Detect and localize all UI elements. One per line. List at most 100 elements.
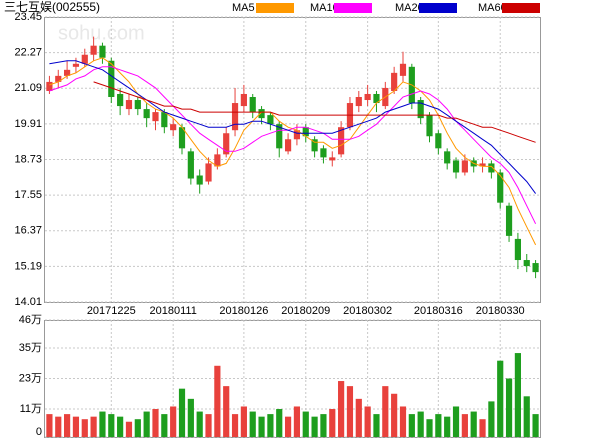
volume-bar bbox=[108, 414, 115, 437]
volume-bar bbox=[170, 406, 177, 437]
legend-label: MA20 bbox=[395, 2, 424, 14]
candle-body bbox=[240, 93, 247, 107]
candle-body bbox=[64, 69, 71, 76]
candle-body bbox=[81, 54, 88, 64]
volume-bar bbox=[72, 416, 80, 437]
x-tick-label: 20180302 bbox=[343, 305, 392, 317]
candle-body bbox=[523, 260, 530, 267]
volume-bar bbox=[329, 409, 336, 437]
candle-body bbox=[426, 115, 433, 137]
candle-body bbox=[90, 45, 97, 55]
candle-body bbox=[276, 124, 283, 149]
candle-body bbox=[161, 112, 168, 128]
y-tick-label: 16.37 bbox=[14, 225, 42, 237]
volume-bar bbox=[55, 416, 62, 437]
candle-body bbox=[46, 81, 53, 91]
volume-bar bbox=[426, 419, 433, 437]
volume-bar bbox=[470, 411, 477, 437]
y-tick-label: 18.73 bbox=[14, 153, 42, 165]
volume-bar bbox=[46, 414, 53, 437]
candle-body bbox=[488, 163, 495, 173]
volume-bar bbox=[488, 401, 495, 437]
x-tick-label: 20180126 bbox=[219, 305, 268, 317]
volume-bar bbox=[514, 353, 521, 437]
legend-label: MA5 bbox=[232, 2, 255, 14]
volume-bar bbox=[284, 416, 292, 437]
legend-swatch bbox=[256, 3, 294, 13]
candle-body bbox=[364, 93, 371, 101]
volume-bar bbox=[461, 414, 468, 437]
volume-tick-label: 0 bbox=[36, 426, 42, 438]
candle-body bbox=[284, 139, 292, 152]
volume-tick-label: 46万 bbox=[19, 314, 42, 326]
candle-body bbox=[293, 130, 301, 140]
candle-body bbox=[117, 93, 124, 107]
volume-bar bbox=[81, 419, 88, 437]
volume-bar bbox=[205, 414, 212, 437]
y-tick-label: 14.01 bbox=[14, 296, 42, 308]
y-tick-label: 21.09 bbox=[14, 82, 42, 94]
volume-tick-label: 23万 bbox=[19, 372, 42, 384]
volume-bar bbox=[117, 416, 124, 437]
candle-body bbox=[108, 60, 115, 98]
volume-bar bbox=[161, 414, 168, 437]
volume-bar bbox=[391, 393, 398, 437]
volume-bar bbox=[196, 411, 203, 437]
x-tick-label: 20180209 bbox=[281, 305, 330, 317]
ma-line bbox=[49, 57, 537, 246]
candle-body bbox=[231, 103, 239, 131]
volume-bar bbox=[240, 406, 247, 437]
candle-body bbox=[134, 100, 141, 110]
volume-frame bbox=[44, 320, 541, 438]
candle-body bbox=[514, 238, 521, 261]
candle-body bbox=[444, 151, 451, 164]
candle-body bbox=[170, 124, 177, 131]
y-tick-label: 15.19 bbox=[14, 260, 42, 272]
chart-title: 三七互娱(002555) bbox=[4, 0, 100, 14]
volume-bar bbox=[90, 416, 97, 437]
candle-body bbox=[311, 139, 318, 152]
volume-tick-label: 11万 bbox=[20, 403, 42, 415]
candle-body bbox=[249, 97, 256, 113]
candle-body bbox=[479, 163, 486, 167]
volume-bar bbox=[152, 409, 159, 437]
candle-body bbox=[329, 157, 336, 161]
candle-body bbox=[267, 115, 274, 125]
y-tick-label: 23.45 bbox=[14, 11, 42, 23]
volume-bar bbox=[373, 414, 380, 437]
volume-bar bbox=[99, 411, 106, 437]
candle-body bbox=[214, 154, 221, 167]
volume-bar bbox=[444, 416, 451, 437]
volume-tick-label: 35万 bbox=[19, 342, 42, 354]
volume-bar bbox=[223, 386, 230, 437]
candle-body bbox=[532, 263, 539, 273]
volume-bar bbox=[364, 406, 371, 437]
candle-body bbox=[258, 109, 265, 119]
candle-body bbox=[99, 45, 106, 58]
legend-label: MA10 bbox=[310, 2, 339, 14]
y-tick-label: 17.55 bbox=[14, 189, 42, 201]
candle-body bbox=[373, 93, 380, 104]
volume-bar bbox=[408, 414, 415, 437]
volume-bar bbox=[382, 386, 389, 437]
volume-bar bbox=[532, 414, 539, 437]
legend-swatch bbox=[334, 3, 372, 13]
x-tick-label: 20171225 bbox=[87, 305, 136, 317]
volume-bar bbox=[497, 360, 504, 437]
ma-line bbox=[93, 81, 536, 143]
volume-bar bbox=[276, 409, 283, 437]
volume-bar bbox=[311, 416, 318, 437]
volume-bar bbox=[523, 396, 530, 437]
legend-swatch bbox=[502, 3, 540, 13]
volume-bar bbox=[320, 414, 327, 437]
x-tick-label: 20180111 bbox=[150, 305, 197, 317]
volume-bar bbox=[125, 421, 133, 437]
price-frame bbox=[44, 17, 541, 303]
volume-bar bbox=[302, 411, 309, 437]
volume-bar bbox=[479, 419, 486, 437]
candle-body bbox=[417, 100, 424, 119]
candle-body bbox=[72, 63, 80, 67]
candle-body bbox=[391, 72, 398, 91]
x-tick-label: 20180330 bbox=[476, 305, 525, 317]
candle-body bbox=[205, 163, 212, 182]
